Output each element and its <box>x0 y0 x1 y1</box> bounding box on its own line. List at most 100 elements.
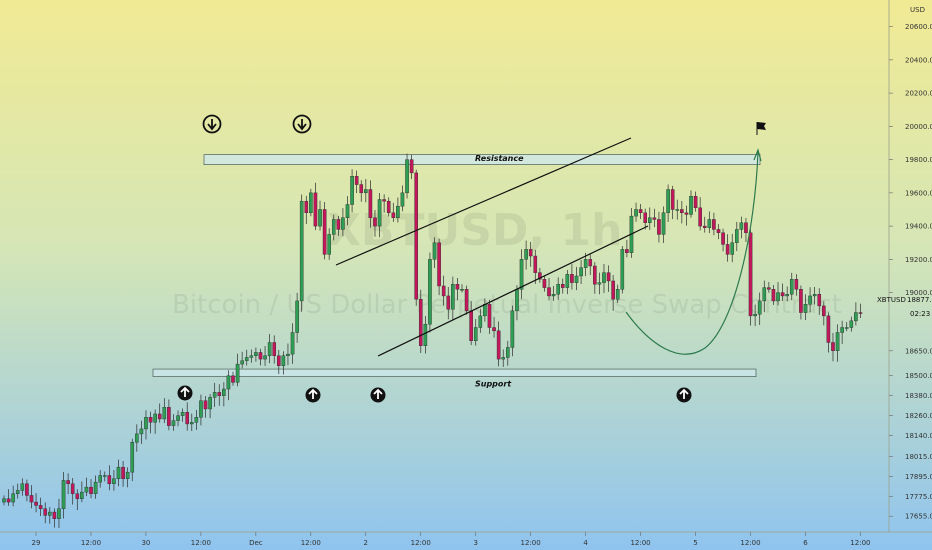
candle-body <box>583 259 588 268</box>
candle-body <box>185 412 190 425</box>
candle-body <box>249 355 254 358</box>
candle-body <box>698 207 702 227</box>
candle-body <box>336 219 341 230</box>
channel-upper-line[interactable] <box>335 137 632 266</box>
candle-body <box>89 486 93 494</box>
price-tick-label: 20600.0 <box>905 23 932 31</box>
candle-body <box>551 294 556 297</box>
candle-body <box>290 332 295 355</box>
time-tick-label: 12:00 <box>630 539 650 547</box>
price-tick-label: 17655.0 <box>905 513 932 521</box>
candle-body <box>102 475 107 477</box>
candle-body <box>171 420 176 426</box>
candle-body <box>112 478 116 484</box>
time-tick-label: 12:00 <box>850 539 870 547</box>
channel-lower-line[interactable] <box>377 225 649 357</box>
candle-body <box>6 498 11 503</box>
flag-icon[interactable] <box>757 122 766 130</box>
candle-body <box>844 327 849 329</box>
candle-body <box>203 400 208 410</box>
candle-body <box>460 289 464 291</box>
candle-body <box>735 229 739 243</box>
candle-body <box>57 508 61 519</box>
candle-body <box>611 280 615 300</box>
time-tick-label: 30 <box>141 539 150 547</box>
candle-body <box>391 212 396 218</box>
candle-body <box>11 493 15 503</box>
candles-layer <box>2 153 863 529</box>
candle-body <box>602 272 606 283</box>
price-tick-label: 19200.0 <box>905 256 932 264</box>
candle-body <box>98 475 102 483</box>
projection-curve[interactable] <box>625 151 759 355</box>
candle-body <box>771 289 776 302</box>
arrow-up-icon[interactable] <box>177 385 193 401</box>
price-tick-labels: 20600.0 20400.0 20200.0 20000.0 19800.0 19600… <box>889 23 932 521</box>
candle-body <box>744 222 748 233</box>
candle-body <box>405 159 409 194</box>
arrow-up-icon[interactable] <box>370 387 386 403</box>
candle-body <box>38 505 43 509</box>
price-tick-label: 18260.0 <box>905 412 932 420</box>
time-tick-label: 3 <box>473 539 477 547</box>
candle-body <box>822 305 826 317</box>
candle-body <box>135 433 139 443</box>
candle-body <box>382 199 386 202</box>
candle-body <box>354 176 359 185</box>
support-label: Support <box>475 380 512 389</box>
candle-body <box>579 267 583 277</box>
candle-body <box>331 219 336 235</box>
candle-body <box>327 234 331 255</box>
candle-body <box>43 508 48 516</box>
candle-body <box>574 275 579 283</box>
arrow-down-icon[interactable] <box>202 114 222 134</box>
candle-body <box>661 212 666 235</box>
price-axis[interactable]: USD <box>888 0 925 532</box>
candle-body <box>272 342 277 356</box>
price-tick-label: 18140.0 <box>905 432 932 440</box>
arrow-up-icon[interactable] <box>676 387 692 403</box>
candle-body <box>322 209 327 255</box>
candle-body <box>794 279 799 290</box>
candle-body <box>510 310 515 348</box>
candle-body <box>258 352 263 360</box>
candle-body <box>593 265 597 285</box>
candle-body <box>345 204 350 218</box>
candle-body <box>48 511 52 516</box>
candle-body <box>483 304 487 317</box>
time-tick-label: 2 <box>364 539 368 547</box>
candle-body <box>643 212 647 223</box>
candle-body <box>418 299 423 346</box>
candle-body <box>121 466 125 480</box>
candle-body <box>748 232 753 317</box>
candle-body <box>377 199 382 227</box>
candle-body <box>538 272 542 280</box>
candle-body <box>15 490 20 494</box>
candle-body <box>52 511 57 519</box>
candle-body <box>130 442 135 473</box>
candle-body <box>854 312 858 322</box>
symbol-tag: XBTUSD <box>877 296 906 304</box>
candle-body <box>780 292 785 297</box>
support-zone[interactable] <box>152 368 757 377</box>
candle-body <box>286 353 290 356</box>
candle-body <box>666 189 670 213</box>
time-tick-label: 12:00 <box>301 539 321 547</box>
candle-body <box>70 483 75 494</box>
arrow-up-icon[interactable] <box>305 387 321 403</box>
candle-body <box>675 209 680 211</box>
candle-body <box>542 279 547 288</box>
projection-arrowhead <box>753 148 762 162</box>
candle-body <box>432 242 437 260</box>
candle-body <box>840 327 844 333</box>
candle-body <box>226 375 231 390</box>
price-tick-label: 18380.0 <box>905 392 932 400</box>
arrow-down-icon[interactable] <box>292 114 312 134</box>
candle-body <box>313 192 318 227</box>
candle-body <box>368 189 373 218</box>
candle-body <box>231 375 235 383</box>
candle-body <box>455 284 460 290</box>
